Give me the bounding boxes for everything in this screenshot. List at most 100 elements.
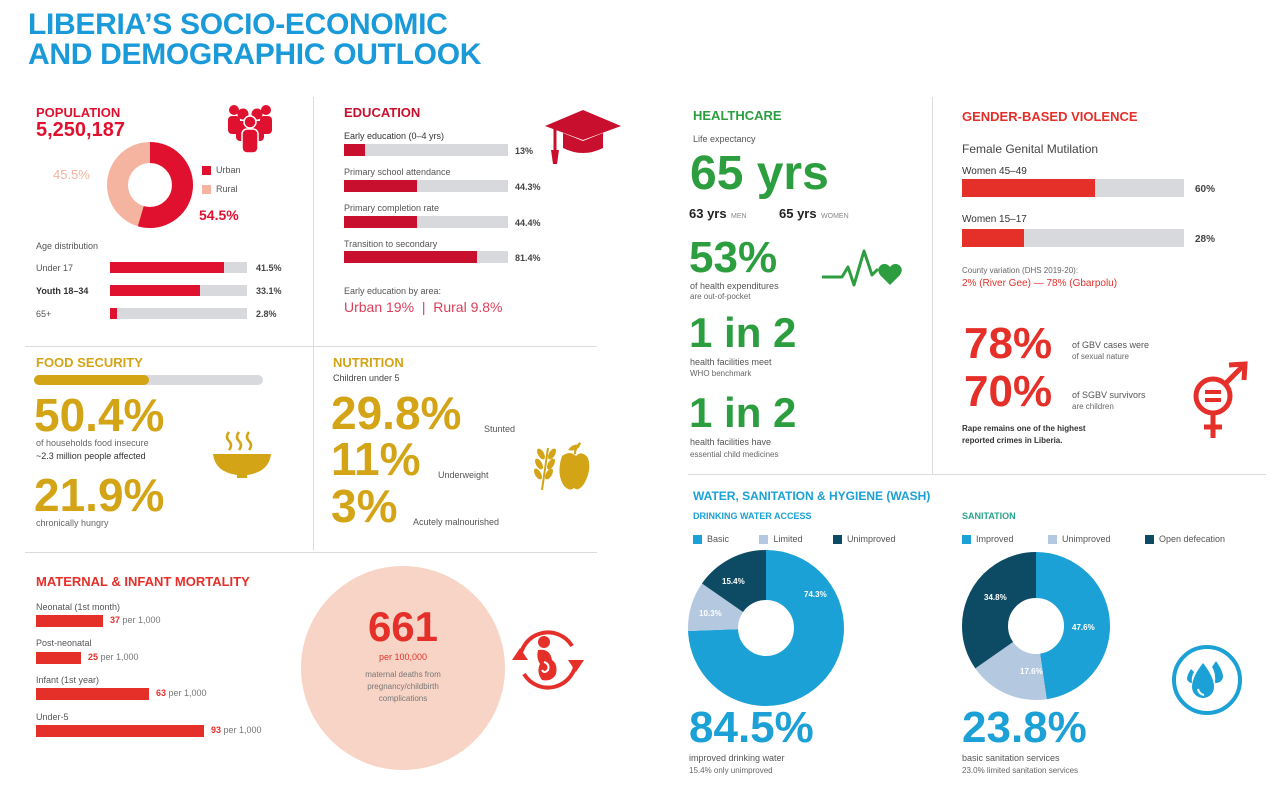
slice-label-basic: 74.3%	[804, 590, 827, 599]
population-total: 5,250,187	[36, 119, 125, 141]
food-insecurity-bar	[34, 375, 263, 385]
urban-percent: 54.5%	[199, 207, 239, 223]
mortality-bar	[36, 652, 81, 664]
divider-horizontal-2	[25, 552, 597, 553]
age-bar-value: 33.1%	[256, 286, 282, 296]
mortality-bar-label: Under-5	[36, 712, 69, 722]
maternal-mortality-value: 661	[367, 603, 439, 650]
divider-horizontal-right	[688, 474, 1266, 475]
fgm-bar-label: Women 15–17	[962, 214, 1027, 225]
legend-improved: Improved	[962, 534, 1014, 545]
underweight-label: Underweight	[438, 470, 489, 480]
fgm-heading: Female Genital Mutilation	[962, 142, 1099, 156]
slice-label-open-defecation: 34.8%	[984, 593, 1007, 602]
out-of-pocket-stat: 53%	[689, 233, 778, 282]
who-benchmark-line2: WHO benchmark	[690, 369, 752, 378]
page-title-line2: AND DEMOGRAPHIC OUTLOOK	[28, 38, 482, 71]
basic-sanitation-stat: 23.8%	[962, 703, 1087, 752]
age-bar-track	[110, 262, 247, 273]
population-donut-chart	[107, 142, 193, 228]
education-bar-track	[344, 216, 508, 228]
food-security-heading: FOOD SECURITY	[36, 355, 143, 370]
child-medicines-stat: 1 in 2	[689, 389, 797, 436]
legend-open-defecation: Open defecation	[1144, 534, 1225, 545]
education-area-value: Urban 19% | Rural 9.8%	[344, 299, 503, 315]
heartbeat-icon	[820, 245, 904, 295]
education-bar-value: 81.4%	[515, 253, 541, 263]
improved-water-stat: 84.5%	[689, 703, 814, 752]
mortality-bar-value: 37 per 1,000	[110, 615, 161, 625]
legend-limited: Limited	[759, 534, 802, 545]
legend-unimproved-sanitation: Unimproved	[1047, 534, 1111, 545]
fgm-bar-label: Women 45–49	[962, 166, 1027, 177]
improved-water-line1: improved drinking water	[689, 753, 785, 763]
page-title: LIBERIA’S SOCIO-ECONOMIC AND DEMOGRAPHIC…	[28, 10, 481, 70]
population-legend: Urban Rural	[202, 165, 241, 195]
education-bar-value: 13%	[515, 146, 534, 156]
people-group-icon	[225, 100, 275, 155]
education-bar-label: Early education (0–4 yrs)	[344, 131, 445, 141]
age-bar-track	[110, 285, 247, 296]
rape-note-line2: reported crimes in Liberia.	[962, 436, 1063, 445]
age-bar-label: Youth 18–34	[36, 286, 89, 296]
fgm-bar-track	[962, 229, 1184, 247]
rape-note-line1: Rape remains one of the highest	[962, 424, 1086, 433]
graduation-cap-icon	[545, 108, 621, 166]
basic-sanitation-line2: 23.0% limited sanitation services	[962, 766, 1079, 775]
legend-urban: Urban	[202, 165, 241, 176]
basic-sanitation-line1: basic sanitation services	[962, 753, 1060, 763]
slice-label-improved: 47.6%	[1072, 623, 1095, 632]
slice-label-limited: 10.3%	[699, 609, 722, 618]
food-insecure-line2: ~2.3 million people affected	[36, 451, 146, 461]
food-insecure-line1: of households food insecure	[36, 438, 149, 448]
mortality-bar	[36, 725, 204, 737]
education-bar-label: Transition to secondary	[344, 239, 438, 249]
mortality-bar	[36, 688, 149, 700]
age-bar-value: 2.8%	[256, 309, 277, 319]
maternal-mortality-circle: 661 per 100,000 maternal deaths from pre…	[301, 566, 505, 770]
education-area-label: Early education by area:	[344, 286, 442, 296]
child-medicines-line1: health facilities have	[690, 437, 772, 447]
age-distribution-heading: Age distribution	[36, 241, 99, 251]
pregnant-woman-cycle-icon	[500, 620, 596, 700]
life-expectancy-women: 65 yrs WOMEN	[779, 206, 849, 221]
rural-percent: 45.5%	[53, 167, 90, 182]
gbv-sexual-stat: 78%	[964, 319, 1053, 368]
wash-heading: WATER, SANITATION & HYGIENE (WASH)	[693, 489, 931, 503]
drinking-water-donut-chart: 74.3% 10.3% 15.4%	[688, 550, 844, 706]
age-bar-track	[110, 308, 247, 319]
education-bar-value: 44.4%	[515, 218, 541, 228]
gbv-heading: GENDER-BASED VIOLENCE	[962, 109, 1138, 124]
education-bar-track	[344, 180, 508, 192]
mortality-bar-label: Neonatal (1st month)	[36, 602, 121, 612]
gbv-sexual-line1: of GBV cases were	[1072, 340, 1150, 350]
legend-unimproved: Unimproved	[832, 534, 895, 545]
fgm-bar-track	[962, 179, 1184, 197]
mortality-bar	[36, 615, 103, 627]
improved-water-line2: 15.4% only unimproved	[689, 766, 773, 775]
food-insecure-stat: 50.4%	[34, 389, 165, 441]
maternal-mortality-desc1: maternal deaths from	[365, 670, 441, 679]
legend-basic: Basic	[693, 534, 729, 545]
maternal-mortality-unit: per 100,000	[378, 652, 428, 662]
slice-label-unimproved: 15.4%	[722, 577, 745, 586]
education-bar-track	[344, 251, 508, 263]
stunted-label: Stunted	[484, 424, 516, 434]
who-benchmark-line1: health facilities meet	[690, 357, 772, 367]
gbv-sexual-line2: of sexual nature	[1072, 352, 1129, 361]
fgm-bar-value: 28%	[1195, 234, 1216, 245]
out-of-pocket-line2: are out-of-pocket	[690, 292, 751, 301]
age-bar-value: 41.5%	[256, 263, 282, 273]
wheat-apple-icon	[528, 440, 590, 492]
mortality-heading: MATERNAL & INFANT MORTALITY	[36, 574, 250, 589]
acutely-malnourished-label: Acutely malnourished	[413, 517, 500, 527]
life-expectancy-label: Life expectancy	[693, 134, 756, 144]
life-expectancy-men: 63 yrs MEN	[689, 206, 747, 221]
county-variation-value: 2% (River Gee) — 78% (Gbarpolu)	[962, 278, 1118, 289]
sanitation-legend: Improved Unimproved Open defecation	[962, 529, 1225, 547]
education-heading: EDUCATION	[344, 105, 421, 120]
child-medicines-line2: essential child medicines	[690, 450, 779, 459]
mortality-bar-value: 93 per 1,000	[211, 725, 262, 735]
sgbv-children-line1: of SGBV survivors	[1072, 390, 1146, 400]
who-benchmark-stat: 1 in 2	[689, 309, 797, 356]
